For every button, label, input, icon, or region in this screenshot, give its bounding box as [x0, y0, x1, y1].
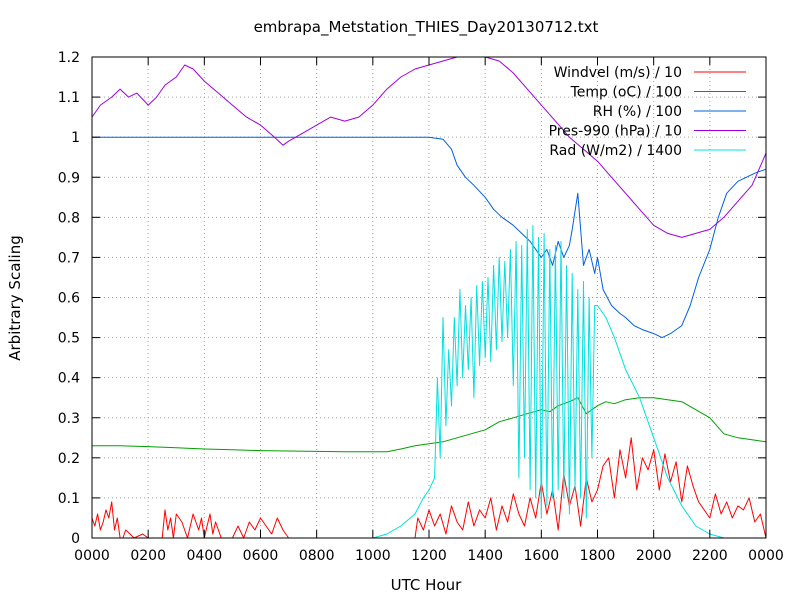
y-tick-label: 0.1	[58, 491, 80, 507]
y-tick-label: 0	[71, 531, 80, 547]
x-tick-label: 0200	[130, 548, 166, 564]
x-tick-label: 0400	[187, 548, 223, 564]
y-tick-label: 1.2	[58, 50, 80, 66]
y-tick-label: 0.3	[58, 411, 80, 427]
x-tick-label: 0000	[748, 548, 784, 564]
y-tick-label: 1.1	[58, 90, 80, 106]
y-axis-label: Arbitrary Scaling	[6, 235, 24, 361]
y-tick-label: 0.8	[58, 210, 80, 226]
chart-title: embrapa_Metstation_THIES_Day20130712.txt	[254, 18, 599, 37]
y-tick-label: 0.2	[58, 451, 80, 467]
legend-label: Rad (W/m2) / 1400	[549, 143, 682, 159]
x-tick-label: 2000	[636, 548, 672, 564]
legend-label: Windvel (m/s) / 10	[554, 65, 682, 81]
y-tick-label: 0.9	[58, 170, 80, 186]
x-tick-label: 1200	[411, 548, 447, 564]
y-tick-label: 0.5	[58, 331, 80, 347]
y-tick-label: 0.4	[58, 371, 80, 387]
legend: Windvel (m/s) / 10 Temp (oC) / 100 RH (%) …	[549, 65, 746, 159]
y-tick-label: 0.6	[58, 291, 80, 307]
x-tick-label: 0000	[74, 548, 110, 564]
series-line-3	[92, 136, 767, 339]
legend-label: Temp (oC) / 100	[570, 85, 682, 101]
y-tick-label: 1	[71, 130, 80, 146]
series-line-1	[91, 437, 767, 539]
x-tick-label: 1800	[580, 548, 616, 564]
series-line-4	[91, 56, 767, 238]
x-tick-label: 1600	[524, 548, 560, 564]
x-tick-label: 1400	[467, 548, 503, 564]
legend-label: Pres-990 (hPa) / 10	[549, 124, 682, 140]
x-tick-label: 0800	[299, 548, 335, 564]
x-tick-label: 1000	[355, 548, 391, 564]
x-tick-label: 0600	[243, 548, 279, 564]
legend-label: RH (%) / 100	[593, 104, 682, 120]
series-layer	[91, 56, 767, 539]
y-tick-label: 0.7	[58, 250, 80, 266]
x-tick-label: 2200	[692, 548, 728, 564]
series-line-2	[92, 397, 767, 453]
ticks: 0 0.1 0.2 0.3 0.4 0.5 0.6 0.7 0.8 0.9 1 1.1 1.2 0000 0…	[58, 50, 784, 564]
x-axis-label: UTC Hour	[391, 576, 462, 594]
series-line-5	[92, 224, 766, 539]
